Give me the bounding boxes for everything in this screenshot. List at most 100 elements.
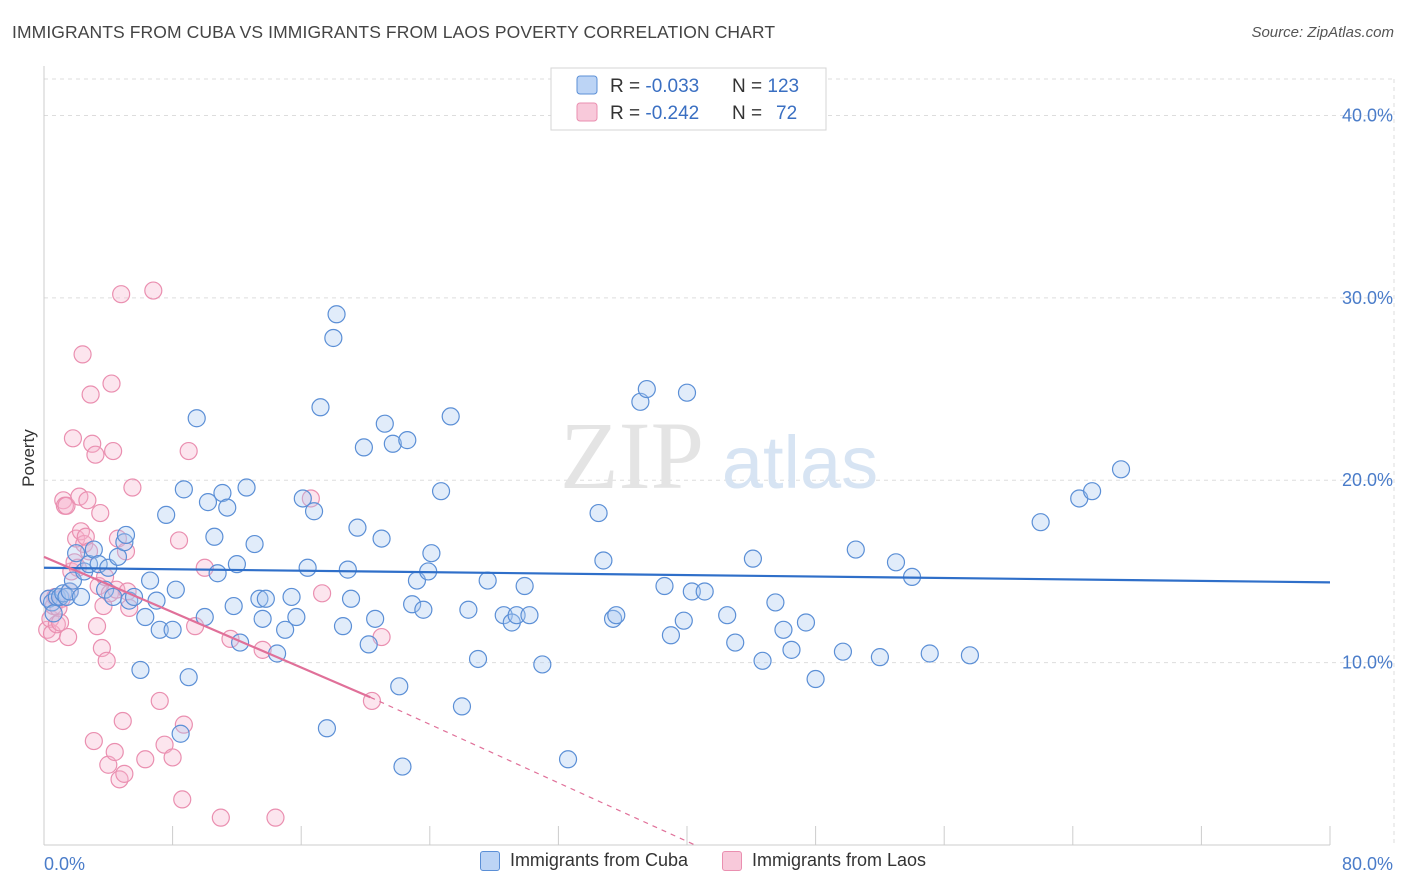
- point-laos: [144, 281, 163, 300]
- legend-swatch-cuba: [576, 75, 598, 95]
- tick-labels: 10.0% 20.0% 30.0% 40.0% 0.0% 80.0%: [44, 105, 1393, 874]
- x-tick-label: 0.0%: [44, 854, 85, 874]
- point-cuba: [468, 649, 488, 669]
- point-laos: [87, 617, 107, 636]
- point-cuba: [71, 587, 91, 607]
- point-cuba: [253, 609, 272, 628]
- point-cuba: [655, 576, 674, 596]
- point-cuba: [150, 620, 169, 639]
- point-cuba: [677, 383, 697, 402]
- point-cuba: [520, 606, 539, 625]
- legend-label-laos: Immigrants from Laos: [752, 850, 927, 870]
- point-cuba: [187, 409, 206, 428]
- point-cuba: [766, 593, 785, 612]
- point-cuba: [231, 633, 250, 652]
- point-cuba: [607, 606, 626, 625]
- point-cuba: [515, 576, 534, 596]
- point-cuba: [695, 582, 714, 601]
- point-cuba: [589, 503, 608, 523]
- point-cuba: [372, 529, 391, 548]
- point-laos: [78, 491, 97, 510]
- point-cuba: [886, 553, 906, 572]
- point-cuba: [718, 606, 737, 625]
- legend-r-value: -0.033: [645, 76, 699, 97]
- legend-bottom: Immigrants from Cuba Immigrants from Lao…: [0, 850, 1406, 871]
- point-cuba: [459, 600, 478, 619]
- legend-swatch-laos: [722, 850, 742, 871]
- legend-r-label: R =: [610, 103, 645, 124]
- point-cuba: [682, 582, 701, 601]
- point-laos: [120, 598, 139, 618]
- point-cuba: [84, 540, 103, 559]
- point-cuba: [478, 571, 497, 590]
- grid-lines: [44, 78, 1395, 845]
- point-laos: [105, 742, 124, 762]
- legend-r-label: R =: [610, 76, 645, 97]
- point-cuba: [920, 644, 939, 663]
- point-laos: [63, 429, 83, 448]
- point-laos: [110, 770, 129, 789]
- point-cuba: [661, 626, 681, 645]
- point-cuba: [359, 635, 378, 654]
- point-cuba: [245, 534, 264, 554]
- legend-row-laos: R = -0.242 N = 72: [610, 103, 797, 124]
- point-cuba: [198, 493, 218, 512]
- point-cuba: [806, 669, 825, 689]
- point-cuba: [558, 750, 578, 769]
- chart-title: IMMIGRANTS FROM CUBA VS IMMIGRANTS FROM …: [12, 22, 776, 42]
- point-cuba: [256, 589, 275, 608]
- point-cuba: [846, 540, 865, 559]
- point-cuba: [796, 613, 816, 632]
- point-cuba: [179, 668, 198, 687]
- point-cuba: [348, 518, 367, 537]
- point-cuba: [116, 525, 136, 545]
- point-cuba: [637, 379, 656, 399]
- point-cuba: [237, 478, 256, 497]
- point-cuba: [208, 564, 227, 583]
- source-label: Source: ZipAtlas.com: [1251, 24, 1394, 41]
- point-cuba: [338, 560, 357, 579]
- legend-item-laos: Immigrants from Laos: [722, 850, 926, 871]
- point-cuba: [870, 648, 890, 667]
- legend-n-label: N =: [732, 76, 767, 97]
- point-cuba: [171, 724, 190, 743]
- point-cuba: [317, 719, 337, 738]
- point-cuba: [136, 607, 155, 627]
- point-cuba: [441, 407, 460, 426]
- point-laos: [150, 691, 169, 711]
- point-laos: [136, 750, 155, 769]
- trend-line-cuba: [43, 566, 1331, 584]
- point-cuba: [354, 438, 373, 457]
- watermark-atlas: atlas: [722, 421, 878, 504]
- point-laos: [86, 445, 105, 464]
- point-cuba: [147, 591, 166, 610]
- point-cuba: [341, 589, 361, 608]
- point-laos: [97, 651, 116, 670]
- legend-r-value: -0.242: [645, 103, 699, 124]
- point-cuba: [782, 640, 801, 659]
- point-cuba: [293, 489, 312, 508]
- point-laos: [81, 385, 100, 404]
- point-laos: [115, 764, 134, 783]
- points-cuba: [39, 305, 1131, 776]
- point-laos: [102, 374, 121, 393]
- point-cuba: [507, 606, 526, 625]
- point-cuba: [366, 609, 385, 628]
- point-cuba: [67, 544, 86, 563]
- y-tick-label: 10.0%: [1342, 653, 1393, 673]
- point-cuba: [115, 533, 134, 552]
- point-cuba: [375, 414, 394, 433]
- point-cuba: [298, 558, 317, 577]
- point-cuba: [422, 544, 441, 563]
- point-cuba: [224, 596, 243, 616]
- point-cuba: [57, 587, 76, 607]
- point-laos: [83, 434, 102, 453]
- legend-n-value: 72: [776, 103, 797, 124]
- legend-swatch-cuba: [479, 850, 500, 871]
- point-cuba: [960, 646, 980, 665]
- point-laos: [57, 496, 76, 515]
- point-cuba: [276, 620, 295, 639]
- point-cuba: [44, 604, 63, 623]
- point-cuba: [140, 571, 160, 590]
